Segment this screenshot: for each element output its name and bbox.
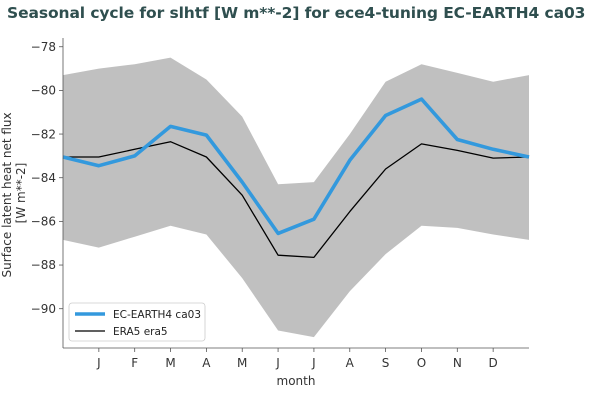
x-tick-label-1: F <box>131 356 138 370</box>
x-tick-label-6: J <box>311 356 316 370</box>
x-tick-label-3: A <box>202 356 211 370</box>
y-axis-label-line-1: Surface latent heat net flux <box>0 112 14 277</box>
x-tick-label-2: M <box>165 356 175 370</box>
x-tick-label-10: N <box>453 356 462 370</box>
y-tick-label-1: −80 <box>31 84 56 98</box>
y-tick-label-2: −82 <box>31 127 56 141</box>
y-tick-label-0: −78 <box>31 40 56 54</box>
y-ticks: −78 −80 −82 −84 −86 −88 −90 <box>31 40 63 316</box>
y-tick-label-6: −90 <box>31 302 56 316</box>
series-line-era5-era5 <box>63 141 530 259</box>
y-tick-label-3: −84 <box>31 171 56 185</box>
y-axis-label: Surface latent heat net flux [W m**-2] <box>0 109 28 278</box>
spread-band-layer <box>63 57 529 338</box>
x-tick-label-8: S <box>382 356 390 370</box>
x-tick-label-5: J <box>275 356 280 370</box>
x-tick-label-9: O <box>417 356 426 370</box>
x-tick-label-11: D <box>489 356 498 370</box>
x-tick-label-7: A <box>346 356 355 370</box>
y-tick-label-5: −88 <box>31 258 56 272</box>
legend-label-era5: ERA5 era5 <box>113 326 168 338</box>
legend-label-ec-earth4: EC-EARTH4 ca03 <box>113 309 201 321</box>
series-layer <box>62 97 530 259</box>
chart-title: Seasonal cycle for slhtf [W m**-2] for e… <box>7 4 586 22</box>
spread-band <box>63 57 529 338</box>
legend: EC-EARTH4 ca03 ERA5 era5 <box>68 302 206 342</box>
y-tick-label-4: −86 <box>31 215 56 229</box>
x-tick-label-4: M <box>237 356 247 370</box>
x-axis-label: month <box>277 374 316 388</box>
y-axis-label-line-2: [W m**-2] <box>14 163 28 224</box>
series-line-ec-earth4-ca03 <box>62 97 530 236</box>
x-tick-label-0: J <box>96 356 101 370</box>
